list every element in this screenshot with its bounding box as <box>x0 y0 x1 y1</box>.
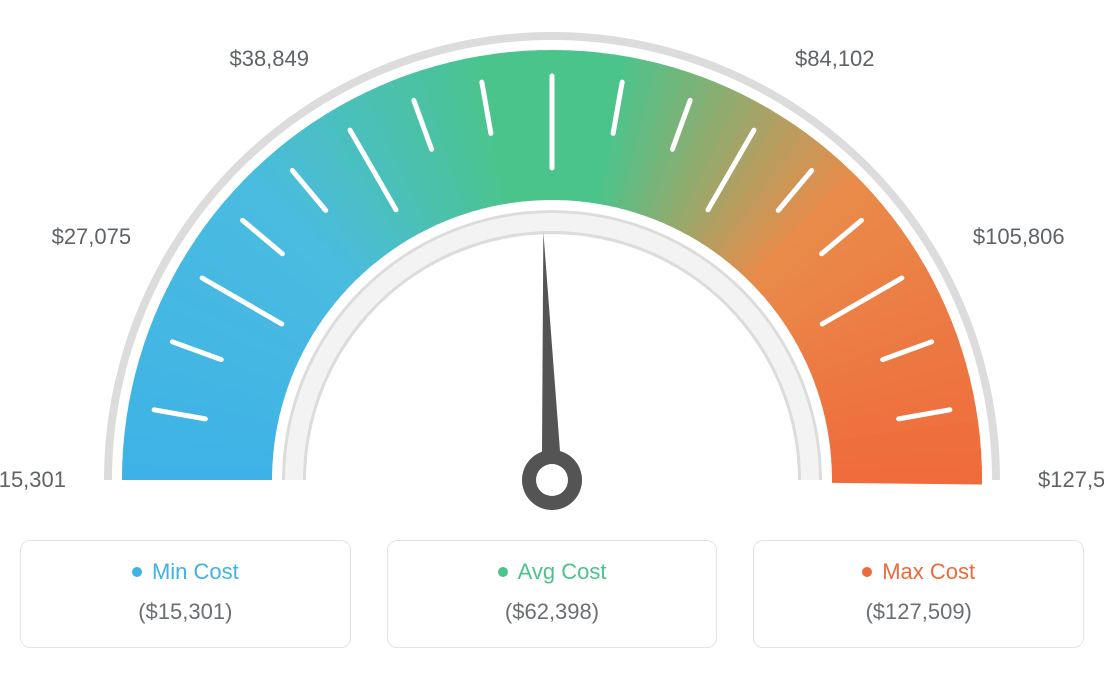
tick-label: $84,102 <box>795 46 875 72</box>
legend-title: Max Cost <box>862 559 975 585</box>
tick-label: $38,849 <box>229 46 309 72</box>
legend-value: ($15,301) <box>31 599 340 625</box>
gauge-svg <box>0 0 1104 540</box>
legend-dot-icon <box>132 567 142 577</box>
legend-title-text: Max Cost <box>882 559 975 585</box>
legend-value: ($62,398) <box>398 599 707 625</box>
legend-value: ($127,509) <box>764 599 1073 625</box>
legend-dot-icon <box>862 567 872 577</box>
legend-card: Avg Cost ($62,398) <box>387 540 718 648</box>
legend-title-text: Min Cost <box>152 559 239 585</box>
legend-row: Min Cost ($15,301) Avg Cost ($62,398) Max Co… <box>0 540 1104 668</box>
tick-label: $15,301 <box>0 467 66 493</box>
tick-label: $127,509 <box>1038 467 1104 493</box>
legend-title: Min Cost <box>132 559 239 585</box>
legend-dot-icon <box>498 567 508 577</box>
tick-label: $105,806 <box>973 224 1065 250</box>
needle-hub-inner <box>536 464 568 496</box>
gauge-area: $15,301$27,075$38,849$62,398$84,102$105,… <box>0 0 1104 540</box>
legend-card: Min Cost ($15,301) <box>20 540 351 648</box>
legend-title: Avg Cost <box>498 559 607 585</box>
legend-card: Max Cost ($127,509) <box>753 540 1084 648</box>
chart-container: $15,301$27,075$38,849$62,398$84,102$105,… <box>0 0 1104 690</box>
legend-title-text: Avg Cost <box>518 559 607 585</box>
tick-label: $27,075 <box>52 224 132 250</box>
